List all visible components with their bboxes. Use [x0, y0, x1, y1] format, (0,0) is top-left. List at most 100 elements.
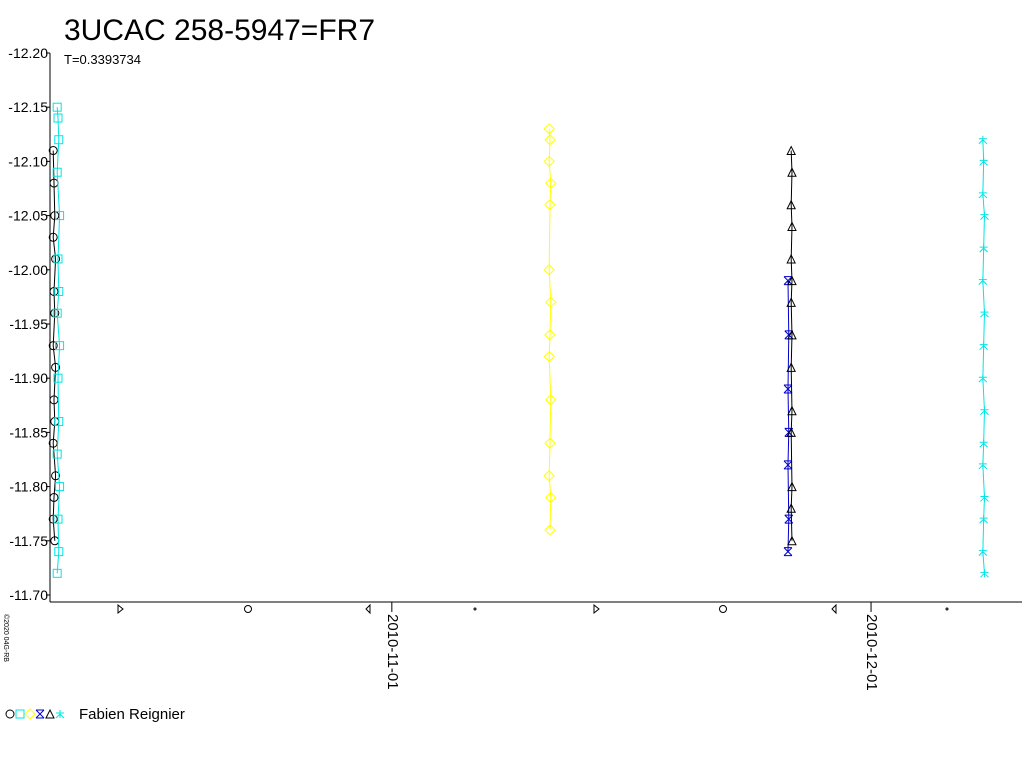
point [54, 417, 64, 427]
point [787, 167, 797, 177]
point [787, 535, 797, 546]
point [783, 276, 793, 286]
point [786, 199, 796, 210]
point [48, 438, 58, 448]
point [55, 482, 65, 492]
point [980, 406, 989, 416]
y-tick-label: -11.95 [9, 316, 48, 332]
point [544, 199, 556, 211]
point [786, 253, 796, 264]
point [53, 373, 63, 383]
point [786, 362, 796, 372]
point [52, 308, 62, 318]
point [784, 514, 794, 524]
point [53, 113, 63, 123]
legend-symbol [24, 708, 36, 720]
point [787, 405, 797, 416]
point [787, 481, 797, 492]
point [543, 123, 555, 135]
y-tick-label: -12.05 [8, 208, 48, 224]
y-tick-label: -11.75 [9, 533, 48, 549]
point [978, 189, 988, 199]
y-tick-label: -12.20 [8, 45, 48, 61]
point [48, 341, 58, 351]
point [52, 568, 62, 578]
y-tick-label: -12.00 [8, 262, 48, 278]
point [52, 167, 62, 177]
point [978, 460, 988, 470]
point [544, 437, 556, 449]
point [544, 134, 556, 146]
chart-title: 3UCAC 258-5947=FR7 [64, 14, 375, 47]
point [543, 155, 555, 168]
point [51, 362, 61, 372]
chart-subtitle: T=0.3393734 [64, 52, 141, 67]
point [980, 493, 989, 502]
legend-symbol [15, 709, 25, 719]
point [49, 492, 59, 502]
y-tick-label: -11.80 [9, 479, 48, 495]
point [544, 524, 556, 536]
point [979, 515, 989, 524]
y-tick-label: -12.10 [8, 153, 48, 169]
point [783, 384, 793, 394]
point [784, 330, 794, 340]
point [787, 275, 797, 286]
point [543, 470, 555, 482]
point [52, 449, 62, 459]
point [980, 309, 989, 318]
point [979, 341, 989, 351]
point [978, 135, 988, 145]
legend-symbol [45, 708, 55, 719]
point [54, 135, 64, 145]
phase-markers [117, 603, 949, 615]
point [545, 491, 557, 504]
point [51, 471, 61, 481]
y-tick-label: -11.70 [9, 587, 48, 603]
series-line [982, 139, 985, 574]
point [980, 569, 989, 578]
point [54, 286, 64, 296]
point [783, 460, 793, 470]
point [54, 547, 64, 557]
point [55, 211, 65, 221]
point [48, 514, 58, 524]
point [786, 297, 796, 307]
point [49, 286, 59, 296]
point [979, 157, 989, 166]
point [48, 232, 58, 242]
point [48, 146, 58, 156]
y-tick-label: -11.90 [9, 370, 48, 386]
point [978, 547, 988, 556]
legend-symbol [5, 709, 15, 719]
point [545, 177, 557, 189]
point [787, 221, 797, 231]
legend-label: Fabien Reignier [79, 706, 185, 723]
series-line [52, 150, 57, 541]
point [979, 244, 989, 253]
series-line [56, 107, 61, 574]
point [53, 514, 63, 524]
point [545, 394, 557, 406]
point [545, 296, 557, 309]
point [787, 329, 797, 340]
point [978, 374, 988, 383]
point [544, 329, 556, 341]
legend-symbol [35, 709, 45, 719]
point [50, 211, 60, 221]
point [543, 264, 555, 276]
point [980, 211, 989, 220]
legend-symbol [55, 710, 65, 719]
x-tick-label: 2010-12-01 [863, 614, 880, 691]
point [979, 439, 989, 448]
point [53, 254, 63, 264]
y-tick-label: -11.85 [9, 424, 48, 440]
point [786, 145, 796, 156]
point [978, 276, 988, 285]
point [786, 427, 796, 437]
point [55, 341, 65, 351]
point [52, 102, 62, 112]
credit: ©2020 04G-RB [2, 614, 10, 662]
